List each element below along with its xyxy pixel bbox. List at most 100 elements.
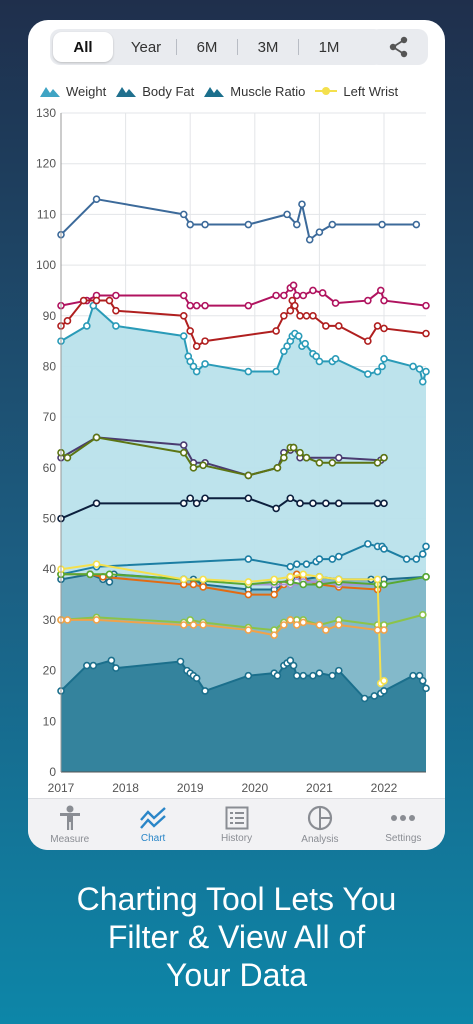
data-point bbox=[296, 499, 304, 508]
data-point bbox=[412, 220, 421, 229]
y-tick-label: 110 bbox=[37, 207, 56, 221]
range-tab-1m[interactable]: 1M bbox=[318, 38, 340, 56]
share-button[interactable] bbox=[369, 29, 428, 65]
data-point bbox=[309, 286, 317, 295]
data-point bbox=[112, 664, 120, 672]
data-point bbox=[380, 296, 388, 305]
person-icon bbox=[59, 805, 80, 830]
data-point bbox=[272, 504, 280, 513]
chart-line-icon bbox=[140, 806, 166, 829]
data-point bbox=[201, 687, 209, 695]
data-point bbox=[286, 616, 295, 624]
data-point bbox=[283, 342, 291, 350]
tab-label: Analysis bbox=[301, 833, 339, 845]
data-point bbox=[315, 621, 324, 629]
y-tick-label: 90 bbox=[43, 309, 57, 323]
range-tab-year[interactable]: Year bbox=[130, 38, 162, 56]
data-point bbox=[92, 499, 101, 508]
tab-history[interactable]: History bbox=[195, 799, 278, 850]
data-point bbox=[296, 448, 304, 457]
data-point bbox=[105, 578, 114, 586]
data-point bbox=[201, 494, 209, 503]
data-point bbox=[179, 575, 188, 584]
range-tab-all[interactable]: All bbox=[53, 32, 113, 62]
data-point bbox=[315, 357, 324, 366]
data-point bbox=[309, 499, 317, 508]
data-point bbox=[105, 296, 114, 305]
y-tick-label: 80 bbox=[43, 359, 57, 373]
data-point bbox=[186, 494, 195, 503]
data-point bbox=[373, 458, 382, 467]
data-point bbox=[286, 494, 295, 503]
data-point bbox=[315, 669, 324, 677]
data-point bbox=[315, 458, 324, 467]
promo-line: Filter & View All of bbox=[107, 919, 366, 955]
data-point bbox=[201, 337, 209, 345]
data-point bbox=[302, 311, 311, 320]
data-point bbox=[328, 555, 337, 563]
tab-measure[interactable]: Measure bbox=[28, 799, 111, 850]
data-point bbox=[380, 453, 388, 462]
data-point bbox=[373, 367, 382, 376]
data-point bbox=[201, 301, 209, 310]
data-point bbox=[322, 322, 330, 330]
y-tick-label: 50 bbox=[43, 512, 57, 526]
data-point bbox=[286, 562, 295, 571]
data-point bbox=[272, 327, 280, 335]
y-tick-label: 120 bbox=[36, 157, 56, 171]
data-point bbox=[286, 656, 295, 665]
range-tab-3m[interactable]: 3M bbox=[257, 38, 279, 56]
legend-item-weight[interactable]: Weight bbox=[40, 84, 106, 99]
series-line bbox=[60, 198, 417, 241]
data-point bbox=[315, 555, 324, 563]
legend-item-muscle-ratio[interactable]: Muscle Ratio bbox=[204, 84, 305, 99]
mountain-icon bbox=[204, 87, 225, 97]
legend-item-left-wrist[interactable]: Left Wrist bbox=[315, 84, 398, 99]
data-point bbox=[89, 661, 98, 670]
data-point bbox=[294, 332, 303, 340]
data-point bbox=[179, 311, 188, 320]
data-point bbox=[244, 590, 253, 599]
data-point bbox=[309, 311, 317, 320]
data-point bbox=[409, 671, 417, 680]
y-tick-label: 100 bbox=[36, 258, 56, 272]
x-tick-label: 2018 bbox=[112, 781, 139, 795]
tab-label: Measure bbox=[50, 833, 90, 845]
data-point bbox=[192, 674, 201, 683]
data-point bbox=[272, 291, 280, 300]
data-point bbox=[302, 453, 311, 462]
data-point bbox=[270, 590, 278, 599]
data-point bbox=[179, 448, 188, 457]
data-point bbox=[380, 626, 388, 634]
data-point bbox=[244, 301, 253, 310]
measurement-chart[interactable]: 0 10 20 30 40 50 60 70 80 90 100 110 120 130 2017 2018 2… bbox=[28, 105, 445, 805]
data-point bbox=[112, 306, 120, 315]
data-point bbox=[83, 322, 91, 330]
range-divider bbox=[237, 39, 238, 55]
data-point bbox=[199, 583, 207, 591]
data-point bbox=[418, 550, 427, 558]
data-point bbox=[283, 210, 291, 219]
y-tick-label: 130 bbox=[36, 106, 56, 120]
data-point bbox=[192, 499, 201, 508]
tab-settings[interactable]: Settings bbox=[362, 799, 445, 850]
legend-item-body-fat[interactable]: Body Fat bbox=[116, 84, 194, 99]
tab-analysis[interactable]: Analysis bbox=[278, 799, 361, 850]
data-point bbox=[292, 220, 301, 229]
data-point bbox=[280, 311, 288, 320]
data-point bbox=[199, 575, 207, 584]
tab-chart[interactable]: Chart bbox=[111, 799, 194, 850]
x-tick-label: 2021 bbox=[306, 781, 333, 795]
series-line bbox=[61, 573, 385, 596]
data-point bbox=[201, 220, 209, 229]
data-point bbox=[334, 666, 343, 675]
data-point bbox=[380, 545, 388, 553]
data-point bbox=[364, 296, 372, 305]
data-point bbox=[244, 494, 253, 503]
range-tab-6m[interactable]: 6M bbox=[196, 38, 218, 56]
data-point bbox=[373, 626, 382, 634]
data-point bbox=[298, 200, 306, 209]
data-point bbox=[186, 220, 195, 229]
data-point bbox=[63, 317, 72, 325]
y-tick-label: 10 bbox=[43, 714, 57, 728]
